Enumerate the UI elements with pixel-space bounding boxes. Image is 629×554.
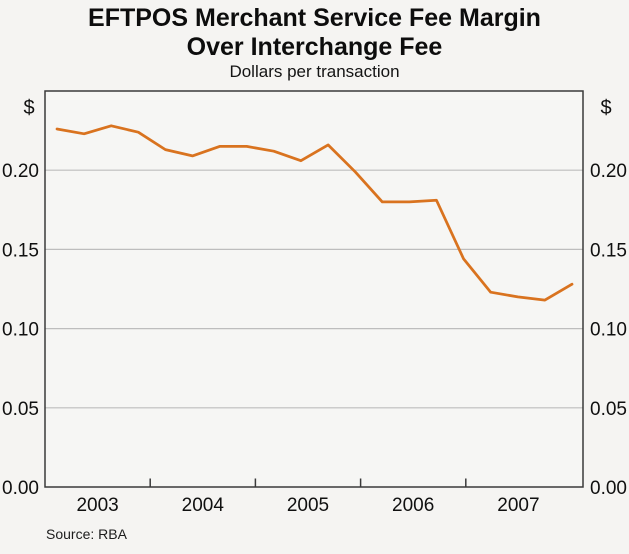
x-year-label: 2007 — [497, 495, 539, 516]
y-tick-label-right: 0.15 — [590, 240, 627, 261]
y-tick-label-right: 0.20 — [590, 161, 627, 182]
x-year-label: 2006 — [392, 495, 434, 516]
chart-subtitle: Dollars per transaction — [229, 62, 400, 81]
chart-title-line2: Over Interchange Fee — [186, 33, 443, 61]
plot-area-fill — [45, 91, 583, 487]
y-axis-unit-left: $ — [23, 97, 34, 119]
y-tick-label-left: 0.10 — [2, 320, 39, 341]
y-axis-unit-right: $ — [600, 97, 611, 119]
chart-title: EFTPOS Merchant Service Fee Margin Over … — [0, 4, 629, 62]
data-line — [55, 124, 574, 302]
y-tick-label-right: 0.10 — [590, 320, 627, 341]
y-tick-label-left: 0.00 — [2, 478, 39, 499]
x-year-label: 2005 — [287, 495, 329, 516]
y-tick-label-right: 0.00 — [590, 478, 627, 499]
y-tick-label-left: 0.15 — [2, 240, 39, 261]
plot-frame — [44, 90, 584, 488]
y-tick-label-left: 0.20 — [2, 161, 39, 182]
chart-title-line1: EFTPOS Merchant Service Fee Margin — [88, 4, 541, 32]
y-tick-label-left: 0.05 — [2, 399, 39, 420]
source-note: Source: RBA — [46, 526, 127, 542]
x-year-label: 2003 — [76, 495, 118, 516]
x-year-label: 2004 — [182, 495, 225, 516]
y-tick-label-right: 0.05 — [590, 399, 627, 420]
